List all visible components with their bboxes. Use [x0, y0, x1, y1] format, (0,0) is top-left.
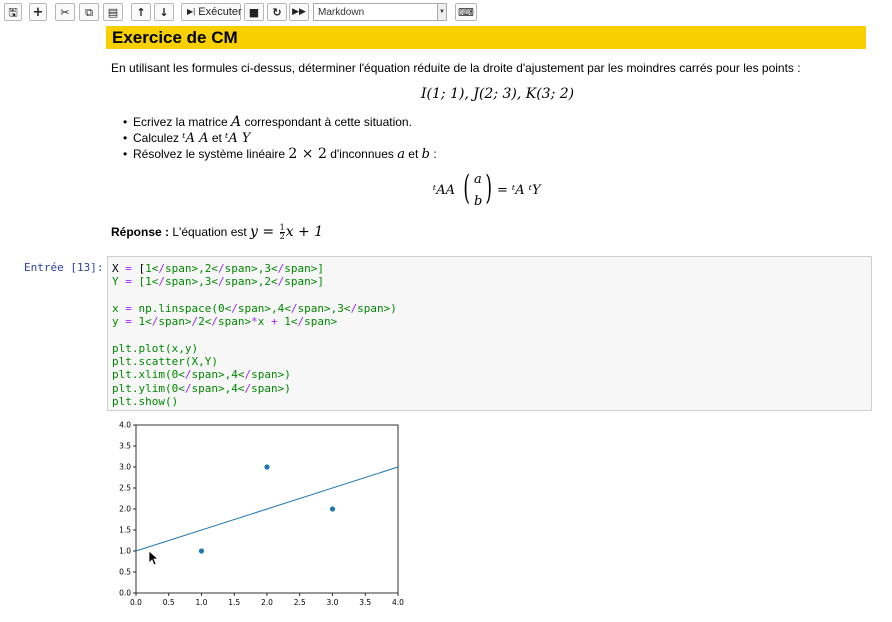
scatter-point [264, 464, 270, 470]
notebook-toolbar: 🖫 + ✂ ⧉ ▤ ↑ ↓ ▶| Exécuter ■ ↻ ▶▶ Markdow… [0, 0, 892, 26]
y-tick-label: 2.0 [119, 505, 131, 514]
exercise-heading: Exercice de CM [106, 26, 866, 49]
stop-icon: ■ [248, 5, 260, 19]
code-text[interactable]: X = [1</span>,2</span>,3</span>] Y = [1<… [112, 262, 397, 408]
mouse-cursor-icon [148, 550, 160, 566]
list-item: Résolvez le système linéaire 2 × 2 d'inc… [123, 146, 437, 162]
fast-forward-icon: ▶▶ [292, 6, 306, 17]
y-tick-label: 1.0 [119, 547, 131, 556]
move-up-button[interactable]: ↑ [131, 3, 151, 21]
instruction-list: Ecrivez la matrice A correspondant à cet… [123, 114, 437, 162]
code-line: plt.xlim(0</span>,4</span>) plt.ylim(0</… [112, 368, 291, 408]
code-editor[interactable]: X = [1</span>,2</span>,3</span>] Y = [1<… [107, 256, 872, 411]
regression-line [135, 466, 399, 552]
output-plot: 0.0 0.5 1.0 1.5 2.0 2.5 3.0 3.5 4.0 0.0 0.5 1.0 1.5 2… [119, 421, 404, 607]
y-tick-label: 0.0 [119, 589, 131, 598]
copy-icon: ⧉ [85, 5, 93, 19]
restart-icon: ↻ [272, 5, 282, 19]
code-line: x = np.linspace(0</span>,4</span>,3</spa… [112, 301, 397, 408]
chevron-down-icon: ▼ [437, 4, 446, 20]
code-line: y = 1</span>/2</span>*x + 1</span> plt.p… [112, 315, 338, 408]
insert-cell-button[interactable]: + [29, 3, 47, 21]
x-tick-label: 4.0 [392, 598, 404, 607]
restart-run-all-button[interactable]: ▶▶ [289, 3, 309, 21]
x-tick-label: 1.0 [196, 598, 208, 607]
y-tick-label: 1.5 [119, 526, 131, 535]
y-tick-label: 4.0 [119, 421, 131, 430]
copy-button[interactable]: ⧉ [79, 3, 99, 21]
cell-type-value: Markdown [318, 6, 365, 18]
restart-button[interactable]: ↻ [267, 3, 287, 21]
cut-button[interactable]: ✂ [55, 3, 75, 21]
run-label: Exécuter [198, 6, 242, 18]
list-item: Ecrivez la matrice A correspondant à cet… [123, 114, 437, 130]
code-line: Y = [1</span>,3</span>,2</span>] x = np.… [112, 275, 397, 408]
x-tick-label: 3.0 [327, 598, 339, 607]
scatter-point [198, 548, 205, 554]
run-icon: ▶| [187, 7, 196, 16]
scissors-icon: ✂ [60, 5, 70, 19]
x-tick-label: 2.0 [261, 598, 273, 607]
code-line: X = [1</span>,2</span>,3</span>] Y = [1<… [112, 262, 397, 408]
interrupt-button[interactable]: ■ [244, 3, 264, 21]
cell-type-select[interactable]: Markdown ▼ [313, 3, 447, 21]
x-tick-label: 1.5 [228, 598, 240, 607]
save-button[interactable]: 🖫 [4, 3, 22, 21]
y-tick-label: 3.0 [119, 463, 131, 472]
code-line: plt.scatter(X,Y) [112, 355, 218, 369]
points-formula: I(1; 1), J(2; 3), K(3; 2) [421, 86, 575, 102]
y-tick-label: 3.5 [119, 442, 131, 451]
keyboard-icon: ⌨ [458, 5, 474, 19]
paste-icon: ▤ [107, 5, 119, 19]
paste-button[interactable]: ▤ [103, 3, 123, 21]
y-tick-label: 2.5 [119, 484, 131, 493]
arrow-down-icon: ↓ [159, 5, 169, 19]
code-line: plt.ylim(0</span>,4</span>) plt.show() [112, 381, 291, 408]
x-tick-label: 3.5 [359, 598, 371, 607]
list-item: Calculez ᵗA A et ᵗA Y [123, 130, 437, 146]
intro-text: En utilisant les formules ci-dessus, dét… [111, 61, 801, 75]
y-tick-label: 0.5 [119, 568, 131, 577]
command-palette-button[interactable]: ⌨ [455, 3, 477, 21]
run-button[interactable]: ▶| Exécuter [181, 3, 242, 21]
code-line: plt.plot(x,y) [112, 341, 199, 355]
left-paren: ( [463, 168, 470, 208]
x-tick-label: 2.5 [294, 598, 306, 607]
plus-icon: + [32, 4, 44, 20]
save-icon: 🖫 [8, 5, 18, 19]
arrow-up-icon: ↑ [136, 5, 146, 19]
input-prompt: Entrée [13]: [24, 261, 104, 274]
x-tick-label: 0.0 [130, 598, 142, 607]
move-down-button[interactable]: ↓ [154, 3, 174, 21]
scatter-point [329, 506, 336, 512]
code-line: plt.show() [112, 394, 179, 408]
x-tick-label: 0.5 [163, 598, 175, 607]
right-paren: ) [485, 168, 492, 208]
